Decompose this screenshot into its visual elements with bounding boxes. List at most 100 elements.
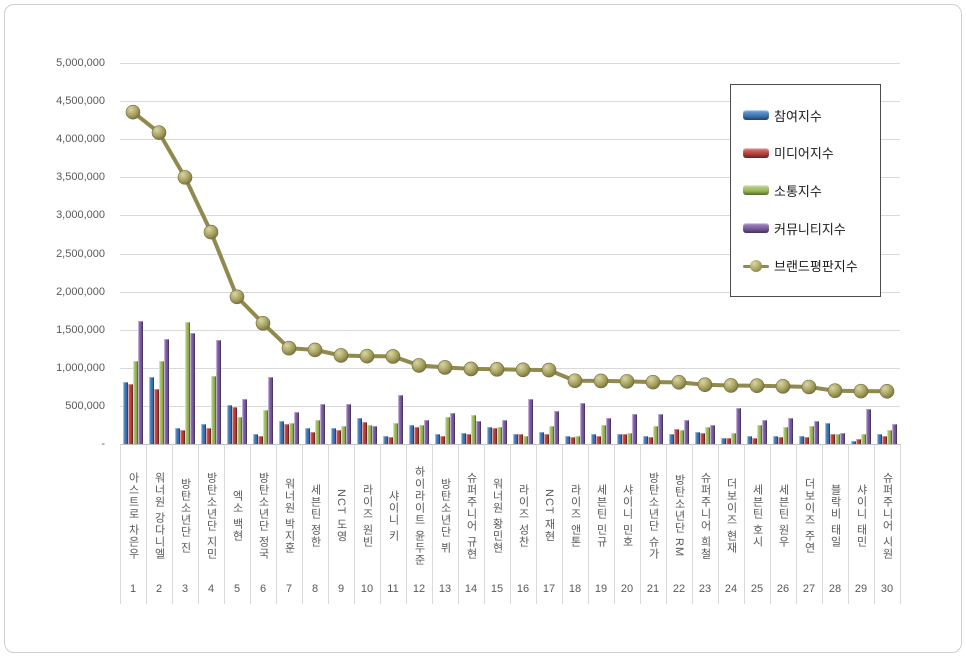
- bar-소통지수-17: [549, 425, 554, 444]
- bar-미디어지수-30: [882, 435, 887, 444]
- category-separator: [510, 444, 511, 604]
- line-marker-20: [619, 374, 635, 389]
- x-category-name: 샤이니 태민: [855, 483, 867, 549]
- x-category-name: 라이즈 성찬: [517, 483, 529, 549]
- category-separator: [276, 444, 277, 604]
- x-category-rank: 28: [828, 583, 842, 595]
- bar-소통지수-6: [263, 410, 268, 444]
- category-separator: [484, 444, 485, 604]
- legend-swatch-icon: [743, 185, 769, 196]
- line-marker-8: [307, 342, 323, 358]
- bar-미디어지수-29: [856, 439, 861, 444]
- x-category-name: 방탄소년단 정국: [257, 471, 269, 561]
- x-category-rank: 17: [542, 583, 556, 595]
- bar-커뮤니티지수-4: [216, 339, 221, 444]
- bar-소통지수-2: [159, 361, 164, 444]
- bar-미디어지수-12: [414, 426, 419, 444]
- x-category-name: 하이라이트 윤두준: [413, 465, 425, 567]
- bar-커뮤니티지수-3: [190, 332, 195, 444]
- line-marker-14: [463, 361, 479, 377]
- x-category-name: NCT 재현: [543, 489, 555, 543]
- gridline: [120, 291, 900, 293]
- x-category-name: 방탄소년단 슈가: [647, 471, 659, 561]
- bar-커뮤니티지수-20: [632, 413, 637, 444]
- x-category-rank: 22: [672, 583, 686, 595]
- category-separator: [666, 444, 667, 604]
- line-marker-12: [411, 358, 427, 373]
- legend-item-소통지수: 소통지수: [743, 181, 880, 200]
- x-category-rank: 25: [750, 583, 764, 595]
- x-category-rank: 16: [516, 583, 530, 595]
- line-marker-26: [775, 379, 791, 394]
- x-category-name: 슈퍼주니어 규현: [465, 471, 477, 561]
- x-category-rank: 2: [155, 583, 163, 595]
- category-separator: [250, 444, 251, 604]
- bar-커뮤니티지수-10: [372, 425, 377, 444]
- x-category-rank: 5: [233, 583, 241, 595]
- y-tick-label: 3,000,000: [56, 209, 105, 222]
- line-marker-21: [645, 374, 661, 390]
- bar-커뮤니티지수-1: [138, 320, 143, 444]
- bar-참여지수-11: [383, 435, 388, 444]
- legend-swatch-icon: [743, 147, 769, 158]
- line-marker-18: [567, 373, 583, 389]
- x-category-name: NCT 도영: [335, 489, 347, 543]
- x-category-name: 방탄소년단 지민: [205, 471, 217, 561]
- bar-미디어지수-22: [674, 429, 679, 444]
- category-separator: [432, 444, 433, 604]
- x-category-rank: 6: [259, 583, 267, 595]
- bar-참여지수-27: [799, 435, 804, 444]
- bar-참여지수-8: [305, 427, 310, 444]
- chart-legend: 참여지수 미디어지수 소통지수 커뮤니티지수 브랜드평판지수: [730, 84, 881, 297]
- gridline: [120, 177, 900, 179]
- bar-커뮤니티지수-25: [762, 419, 767, 444]
- x-category-name: 워너원 박지훈: [283, 477, 295, 555]
- bar-소통지수-19: [601, 425, 606, 444]
- bar-소통지수-22: [679, 429, 684, 444]
- bar-소통지수-27: [809, 426, 814, 444]
- bar-참여지수-21: [643, 436, 648, 444]
- x-category-name: 아스트로 차은우: [127, 471, 139, 561]
- bar-참여지수-6: [253, 434, 258, 444]
- gridline: [120, 405, 900, 407]
- x-category-rank: 11: [387, 583, 399, 595]
- x-category-name: 샤이니 키: [387, 489, 399, 543]
- bar-미디어지수-2: [154, 389, 159, 444]
- bar-참여지수-5: [227, 405, 232, 444]
- gridline: [120, 253, 900, 255]
- bar-미디어지수-26: [778, 437, 783, 444]
- category-separator: [614, 444, 615, 604]
- category-separator: [744, 444, 745, 604]
- bar-참여지수-25: [747, 436, 752, 444]
- x-category-name: 방탄소년단 진: [179, 477, 191, 555]
- x-category-name: 더보이즈 주연: [803, 477, 815, 555]
- gridline: [120, 101, 900, 103]
- y-tick-label: -: [101, 438, 105, 450]
- bar-커뮤니티지수-14: [476, 421, 481, 444]
- y-tick-label: 1,000,000: [56, 361, 105, 374]
- x-category-rank: 9: [337, 583, 345, 595]
- line-marker-29: [853, 383, 869, 399]
- line-marker-19: [593, 373, 609, 389]
- line-marker-28: [827, 383, 843, 398]
- line-marker-24: [723, 378, 739, 393]
- line-marker-9: [333, 348, 349, 363]
- bar-참여지수-22: [669, 434, 674, 444]
- bar-소통지수-1: [133, 360, 138, 444]
- category-separator: [146, 444, 147, 604]
- bar-소통지수-18: [575, 436, 580, 444]
- x-category-rank: 3: [181, 583, 189, 595]
- category-separator: [822, 444, 823, 604]
- bar-커뮤니티지수-7: [294, 412, 299, 444]
- category-separator: [380, 444, 381, 604]
- legend-label: 브랜드평판지수: [774, 259, 858, 275]
- bar-참여지수-15: [487, 426, 492, 444]
- line-marker-27: [801, 379, 817, 395]
- bar-소통지수-8: [315, 420, 320, 444]
- bar-미디어지수-23: [700, 432, 705, 444]
- bar-소통지수-23: [705, 427, 710, 444]
- x-category-name: 워너원 황민현: [491, 477, 503, 555]
- bar-소통지수-12: [419, 424, 424, 444]
- x-category-rank: 18: [568, 583, 582, 595]
- line-marker-13: [437, 360, 453, 375]
